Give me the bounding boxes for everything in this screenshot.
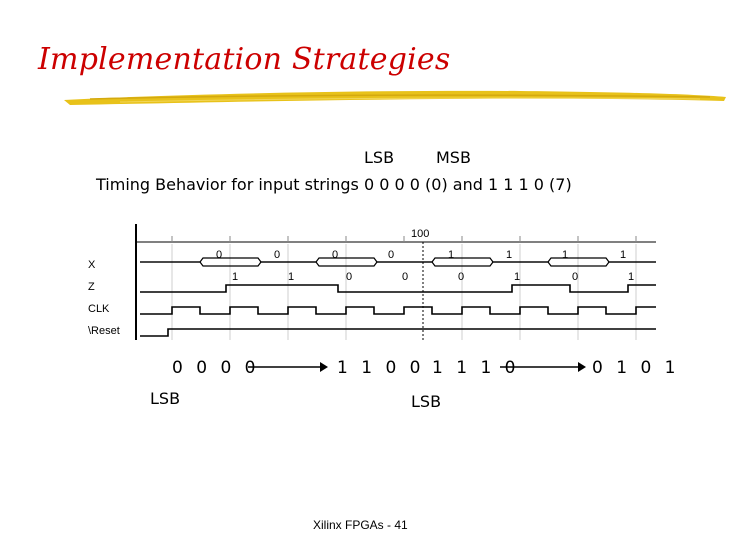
x-bot-val-8: 1: [628, 271, 634, 283]
state-3: 1 1 1 0: [432, 358, 520, 378]
lsb-mark-1: LSB: [150, 389, 181, 408]
x-top-val-6: 1: [506, 249, 512, 261]
x-top-val-7: 1: [562, 249, 568, 261]
state-2: 1 1 0 0: [337, 358, 425, 378]
slide-footer: Xilinx FPGAs - 41: [313, 518, 408, 532]
signal-x-label: X: [88, 259, 96, 271]
lsb-label-top: LSB: [364, 148, 395, 167]
x-bot-val-2: 1: [288, 271, 294, 283]
x-bot-val-7: 0: [572, 271, 578, 283]
signal-reset-label: \Reset: [88, 325, 120, 337]
x-bot-val-4: 0: [402, 271, 408, 283]
msb-label-top: MSB: [436, 148, 471, 167]
x-bot-val-3: 0: [346, 271, 352, 283]
x-top-val-4: 0: [388, 249, 394, 261]
lsb-mark-2: LSB: [411, 392, 442, 411]
title-underline: [64, 90, 726, 105]
timing-caption: Timing Behavior for input strings 0 0 0 …: [96, 175, 572, 194]
x-top-val-5: 1: [448, 249, 454, 261]
x-top-val-8: 1: [620, 249, 626, 261]
arrow-2: [500, 362, 586, 372]
z-waveform: [140, 284, 656, 293]
x-top-val-2: 0: [274, 249, 280, 261]
state-4: 0 1 0 1: [592, 358, 680, 378]
x-top-val-1: 0: [216, 249, 222, 261]
timing-diagram: 100 X Z CLK \Reset 0 0 0 0 1 1 1 1 1 1 0…: [84, 222, 656, 340]
x-bot-val-6: 1: [514, 271, 520, 283]
clk-waveform: [140, 306, 656, 315]
time-marker: 100: [411, 228, 429, 240]
signal-z-label: Z: [88, 281, 95, 293]
x-bot-val-5: 0: [458, 271, 464, 283]
slide-title: Implementation Strategies: [38, 42, 451, 77]
x-bot-val-1: 1: [232, 271, 238, 283]
signal-clk-label: CLK: [88, 303, 110, 315]
reset-waveform: [140, 328, 656, 337]
state-1: 0 0 0 0: [172, 358, 260, 378]
arrow-1: [248, 362, 328, 372]
x-top-val-3: 0: [332, 249, 338, 261]
